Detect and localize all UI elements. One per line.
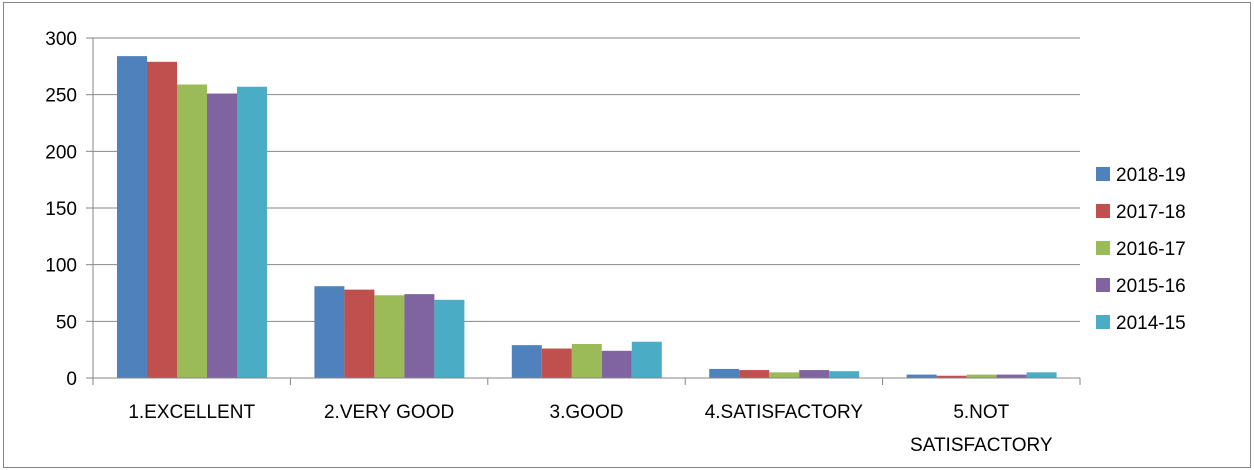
bar [404,294,435,378]
legend-label: 2015-16 [1116,276,1186,297]
bar [936,375,967,378]
y-tick-label: 100 [45,256,77,277]
legend-swatch [1096,278,1110,292]
tick-labels: 0 50 100 150 200 250 300 1.EXCELLENT 2.VERY GOOD… [45,29,1053,456]
legend-label: 2014-15 [1116,313,1186,334]
x-tick-label: 2.VERY GOOD [324,402,454,423]
x-tick-label: 1.EXCELLENT [128,402,255,423]
legend-label: 2016-17 [1116,239,1186,260]
bar [1026,372,1057,378]
bar [571,344,602,378]
bar [177,84,207,378]
bar [117,56,147,379]
bar [631,341,662,378]
legend-swatch [1096,167,1110,181]
bar [541,348,572,378]
bar [207,93,237,379]
bar [314,286,345,378]
y-tick-label: 300 [45,29,77,50]
x-tick-label: 5.NOT [953,402,1009,423]
legend-label: 2017-18 [1116,202,1186,223]
y-tick-label: 200 [45,142,77,163]
bar [511,345,542,378]
legend-swatch [1096,241,1110,255]
bar [374,295,405,378]
bars [117,56,1057,379]
y-tick-label: 250 [45,86,77,107]
legend-swatch [1096,315,1110,329]
x-tick-label: 4.SATISFACTORY [705,402,864,423]
axes [86,37,1081,385]
legend-label: 2018-19 [1116,165,1186,186]
legend-swatch [1096,204,1110,218]
legend: 2018-19 2017-18 2016-17 2015-16 2014-15 [1096,165,1186,334]
y-tick-label: 150 [45,199,77,220]
bar [996,374,1027,378]
bar [739,370,770,378]
bar [601,350,632,378]
bar [966,374,997,378]
bar [906,374,937,378]
x-tick-label: 3.GOOD [550,402,624,423]
bar [344,289,375,378]
bar [799,370,830,378]
bar [147,61,177,379]
x-tick-label: SATISFACTORY [910,435,1053,456]
bar [709,368,740,378]
bar [769,372,800,378]
bar [237,86,267,378]
bar [434,299,465,378]
y-tick-label: 0 [66,369,77,390]
y-tick-label: 50 [56,312,77,333]
bar [829,371,860,378]
